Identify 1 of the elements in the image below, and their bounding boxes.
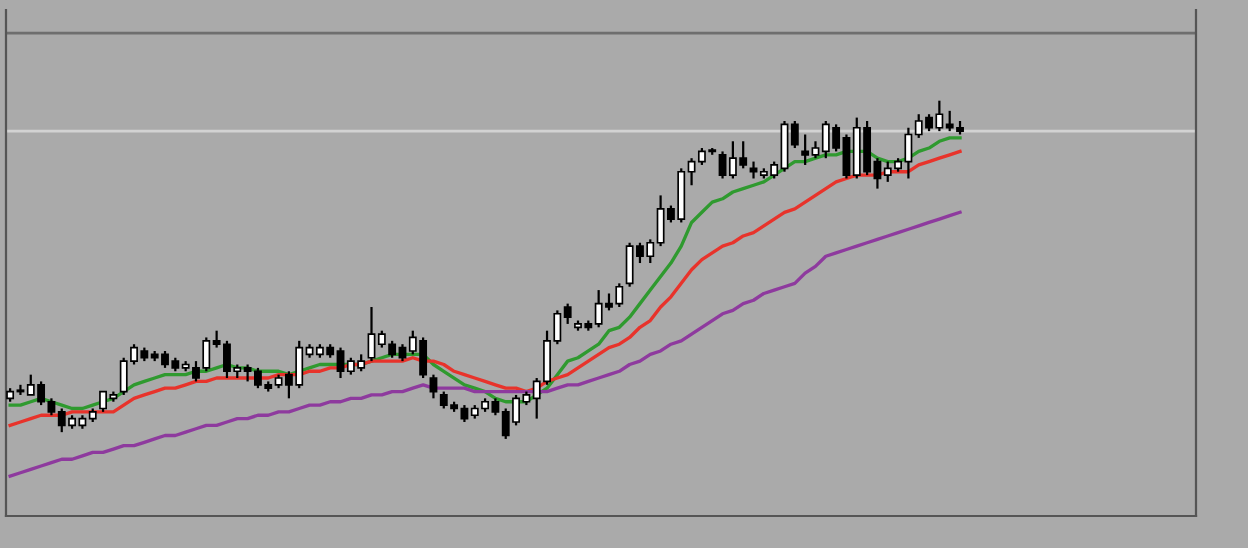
candlestick xyxy=(429,373,438,400)
